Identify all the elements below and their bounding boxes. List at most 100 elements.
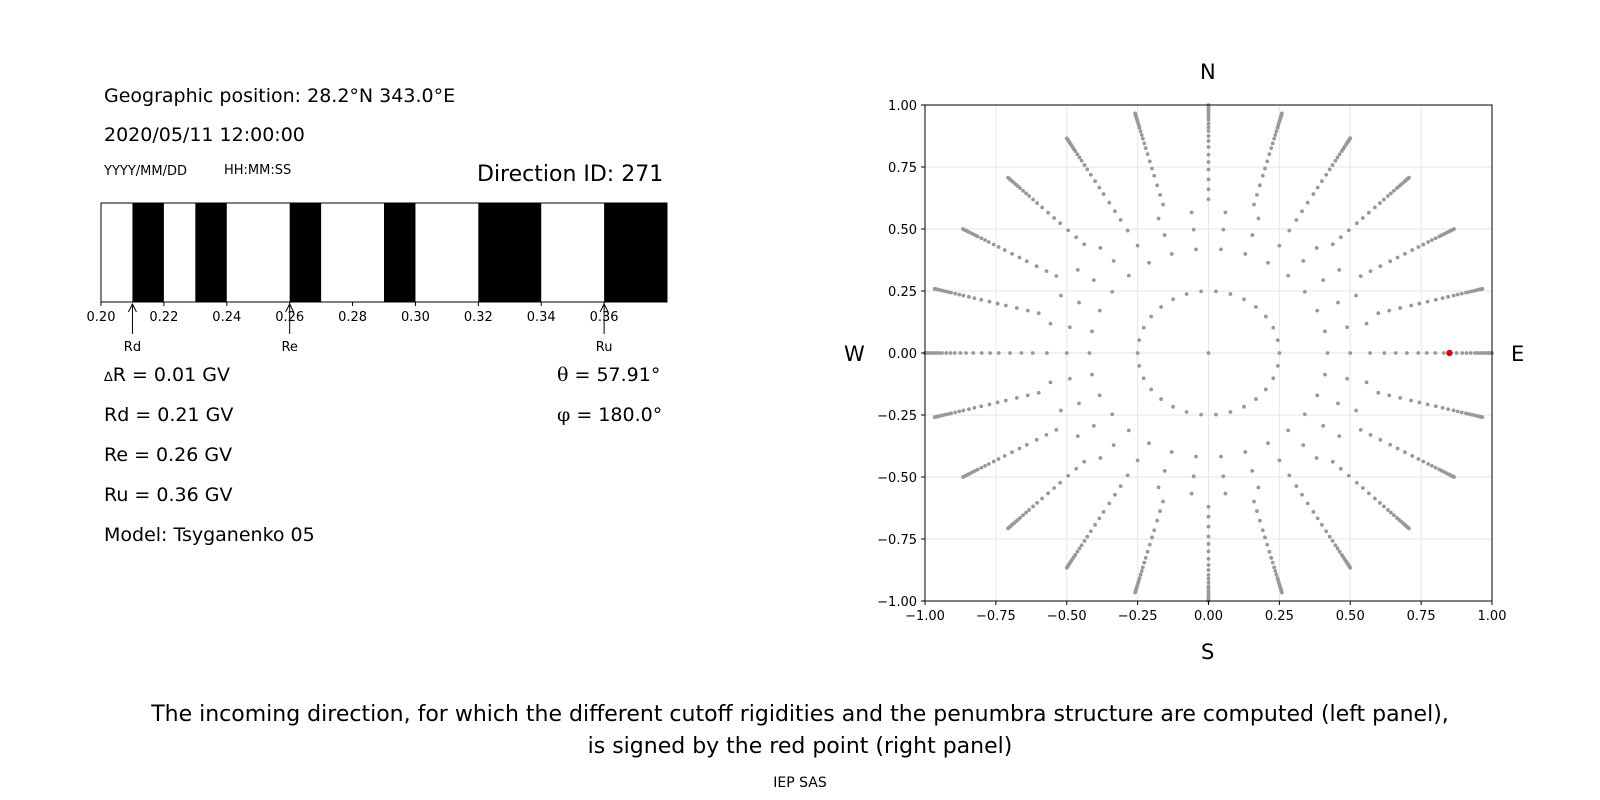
direction-point xyxy=(1155,518,1160,523)
theta-symbol: θ xyxy=(557,364,569,386)
direction-point xyxy=(1327,167,1332,172)
model-name: Model: Tsyganenko 05 xyxy=(104,524,315,546)
direction-point xyxy=(1433,351,1438,355)
x-tick-label: −0.75 xyxy=(976,609,1016,624)
direction-point xyxy=(1006,526,1010,531)
x-tick-label: 0.22 xyxy=(149,310,178,325)
direction-point xyxy=(1079,158,1084,163)
direction-point xyxy=(1368,269,1373,274)
direction-point xyxy=(1152,528,1157,533)
direction-point xyxy=(1473,351,1477,355)
direction-point xyxy=(961,408,966,413)
direction-point xyxy=(1206,160,1211,164)
direction-point xyxy=(1254,305,1258,309)
direction-point xyxy=(1409,303,1414,308)
direction-point xyxy=(1269,555,1274,560)
direction-point xyxy=(1169,252,1174,256)
direction-point xyxy=(1398,306,1403,310)
direction-point xyxy=(996,457,1001,461)
direction-point xyxy=(986,240,991,244)
caption-line-2: is signed by the red point (right panel) xyxy=(587,734,1013,759)
direction-point xyxy=(1137,363,1142,368)
direction-point xyxy=(1389,191,1393,196)
direction-point xyxy=(1243,450,1248,454)
direction-point xyxy=(1064,351,1069,355)
direction-point xyxy=(1126,273,1131,278)
direction-point xyxy=(1138,129,1143,134)
direction-point xyxy=(1219,247,1223,252)
direction-point xyxy=(1156,485,1161,490)
direction-point xyxy=(1206,121,1211,126)
direction-point xyxy=(1392,188,1396,193)
direction-point xyxy=(1403,251,1407,256)
direction-point xyxy=(987,299,992,304)
direction-point xyxy=(972,296,977,301)
direction-point xyxy=(1142,141,1147,146)
direction-point xyxy=(1270,560,1275,565)
direction-point xyxy=(1337,434,1342,438)
direction-point xyxy=(1097,308,1102,313)
direction-point xyxy=(1386,508,1390,512)
direction-point xyxy=(1206,152,1211,157)
direction-point xyxy=(1090,372,1094,377)
direction-point xyxy=(971,351,976,355)
x-tick-label: −0.50 xyxy=(1047,609,1087,624)
direction-point xyxy=(1003,398,1008,403)
direction-point xyxy=(1315,516,1320,521)
theta-value: θ = 57.91° xyxy=(557,364,660,386)
direction-point xyxy=(1315,393,1320,398)
direction-point xyxy=(1206,145,1211,150)
direction-point xyxy=(1077,300,1081,305)
direction-point xyxy=(1014,396,1019,400)
direction-point xyxy=(1137,338,1142,343)
direction-point xyxy=(1145,152,1150,157)
direction-point xyxy=(1161,499,1165,504)
x-tick-label: 0.20 xyxy=(87,310,116,325)
direction-point xyxy=(1417,301,1422,306)
direction-point xyxy=(1314,456,1319,460)
direction-point xyxy=(1275,338,1280,343)
direction-point xyxy=(1395,255,1400,260)
direction-point xyxy=(1125,473,1130,478)
direction-point xyxy=(1460,351,1465,355)
direction-point xyxy=(1364,380,1369,385)
direction-point xyxy=(1336,401,1340,406)
direction-point xyxy=(1441,351,1446,355)
footer-credit: IEP SAS xyxy=(773,775,827,791)
direction-point xyxy=(1113,209,1117,214)
direction-point xyxy=(1031,504,1035,509)
direction-point xyxy=(1455,292,1460,297)
direction-point xyxy=(1184,292,1189,296)
direction-point xyxy=(1036,390,1041,395)
direction-point xyxy=(1017,446,1022,451)
direction-point xyxy=(1156,216,1161,221)
direction-point xyxy=(1147,441,1151,446)
direction-point xyxy=(1206,197,1211,202)
direction-point xyxy=(1407,175,1411,180)
direction-point xyxy=(1346,228,1351,233)
direction-point xyxy=(1323,329,1327,334)
direction-point xyxy=(1421,459,1426,464)
direction-point xyxy=(1091,278,1096,283)
phi-symbol: φ xyxy=(557,404,571,426)
direction-point xyxy=(1189,491,1194,496)
direction-point xyxy=(1031,197,1035,202)
direction-point xyxy=(1395,446,1400,451)
theta-text: = 57.91° xyxy=(568,364,661,386)
direction-point xyxy=(1054,427,1059,432)
direction-point xyxy=(1409,398,1414,403)
direction-point xyxy=(1150,535,1154,540)
direction-point xyxy=(1242,404,1246,409)
direction-point xyxy=(1184,410,1189,414)
direction-point xyxy=(1301,258,1306,263)
direction-point xyxy=(1452,227,1456,231)
direction-point xyxy=(1206,576,1211,581)
direction-point xyxy=(1255,509,1259,514)
direction-point xyxy=(1300,492,1304,497)
direction-point xyxy=(1162,469,1167,473)
direction-point xyxy=(1425,299,1430,304)
direction-point xyxy=(1074,235,1079,240)
direction-point xyxy=(1206,177,1211,182)
direction-point xyxy=(1407,526,1411,531)
direction-point xyxy=(1269,146,1274,151)
